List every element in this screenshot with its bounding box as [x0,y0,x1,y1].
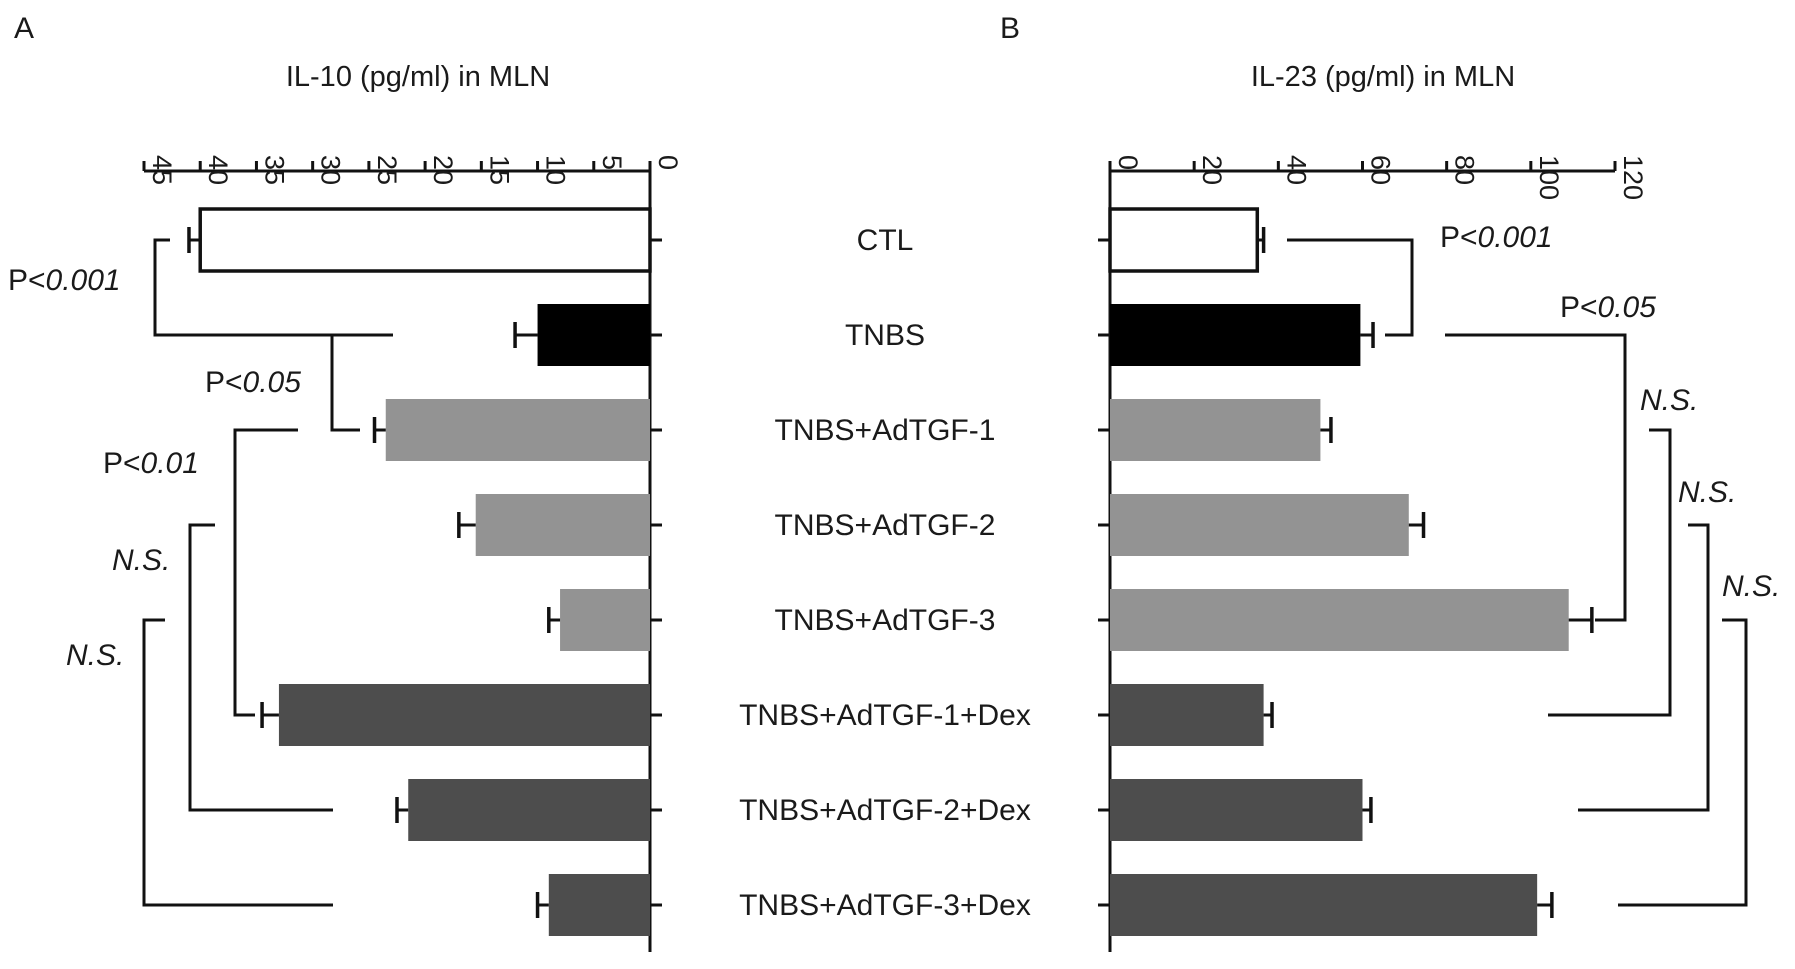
significance-bracket [153,238,393,337]
panel-a-bar [475,494,650,556]
panel-b-tick-label: 20 [1197,155,1227,185]
panel-b-tick-label: 40 [1281,155,1311,185]
panel-a-bar [278,684,650,746]
category-label: TNBS [845,319,925,352]
panel-a-tick-label: 35 [259,155,289,185]
panel-a-comparisons: P<0.001 P<0.05 P<0.01 N.S. N.S. [8,238,393,907]
panel-a-axis: 0 5 10 15 20 25 30 35 40 45 [142,155,683,952]
panel-b-tick-label: 100 [1534,155,1564,200]
category-label: CTL [857,224,914,257]
panel-a-title: IL-10 (pg/ml) in MLN [286,61,550,93]
panel-b-bars [1108,207,1594,936]
panel-a-bar [548,874,650,936]
panel-b-axis: 0 20 40 60 80 100 120 [1098,155,1648,952]
significance-bracket [330,333,393,432]
significance-label: P<0.05 [205,366,301,399]
panel-b-bar [1110,684,1264,746]
panel-a-tick-label: 30 [316,155,346,185]
panel-a-tick-label: 40 [203,155,233,185]
panel-label-b: B [1000,12,1020,45]
significance-label: P<0.001 [8,264,121,297]
panel-a-bar [560,589,650,651]
panel-b-bar [1110,304,1361,366]
category-labels: CTL TNBS TNBS+AdTGF-1 TNBS+AdTGF-2 TNBS+AdTG… [739,224,1031,922]
significance-bracket [188,523,333,812]
panel-b-comparisons: P<0.001 P<0.05 N.S. N.S. N.S. [1287,221,1780,907]
category-label: TNBS+AdTGF-2 [775,509,996,542]
category-label: TNBS+AdTGF-3 [775,604,996,637]
significance-label: P<0.05 [1560,291,1656,324]
panel-b-bar [1110,494,1409,556]
panel-a-bars [187,207,652,936]
significance-label: P<0.01 [103,447,199,480]
category-label: TNBS+AdTGF-1+Dex [739,699,1031,732]
panel-b-bar [1110,779,1363,841]
significance-bracket [1578,523,1710,812]
significance-label: N.S. [1678,476,1736,509]
significance-bracket [1548,428,1672,717]
significance-label: N.S. [1640,384,1698,417]
panel-a-bar [537,304,650,366]
panel-a-tick-label: 20 [428,155,458,185]
panel-b-tick-label: 120 [1618,155,1648,200]
category-label: TNBS+AdTGF-3+Dex [739,889,1031,922]
significance-bracket [1618,618,1748,907]
panel-a-bar [385,399,650,461]
panel-a-tick-label: 15 [484,155,514,185]
significance-bracket [1287,238,1414,337]
significance-bracket [233,428,298,717]
panel-label-a: A [14,12,34,45]
panel-a-tick-label: 0 [653,155,683,170]
panel-a-bar [408,779,650,841]
panel-b-title: IL-23 (pg/ml) in MLN [1251,61,1515,93]
panel-b-bar [1110,874,1538,936]
significance-bracket [142,618,333,907]
panel-a-tick-label: 5 [597,155,627,170]
significance-label: P<0.001 [1440,221,1553,254]
significance-label: N.S. [66,639,124,672]
significance-bracket [1445,333,1627,622]
panel-b-bar [1110,589,1569,651]
panel-a-tick-label: 45 [147,155,177,185]
significance-label: N.S. [1722,570,1780,603]
panel-b-il23-chart: IL-23 (pg/ml) in MLN 0 20 40 60 80 100 120 P<0… [1098,61,1780,952]
panel-a-bar [198,207,652,273]
significance-label: N.S. [112,544,170,577]
panel-b-bar [1108,207,1260,273]
category-label: TNBS+AdTGF-1 [775,414,996,447]
panel-a-il10-chart: IL-10 (pg/ml) in MLN 051015202530354045 … [8,61,683,952]
panel-b-tick-label: 80 [1450,155,1480,185]
category-label: TNBS+AdTGF-2+Dex [739,794,1031,827]
panel-a-tick-label: 10 [541,155,571,185]
panel-a-tick-label: 25 [372,155,402,185]
panel-b-tick-label: 60 [1366,155,1396,185]
panel-b-tick-label: 0 [1113,155,1143,170]
panel-b-bar [1110,399,1321,461]
